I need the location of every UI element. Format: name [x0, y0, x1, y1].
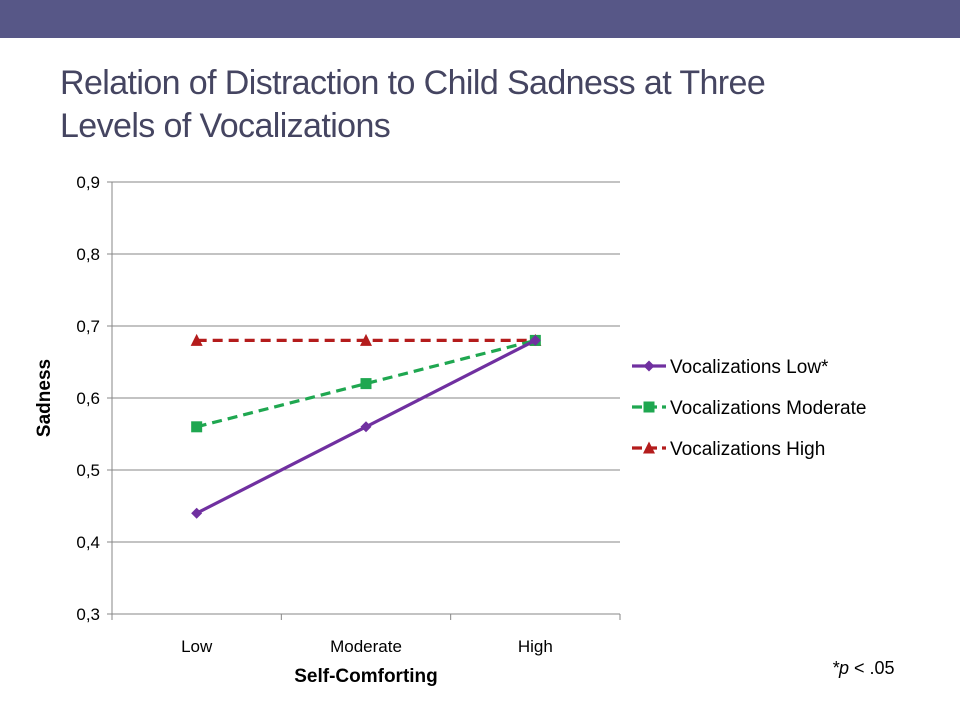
legend-marker-vocalizations-low: [643, 360, 655, 372]
y-axis-title: Sadness: [34, 359, 55, 437]
data-point-vocalizations-high: [190, 333, 203, 346]
y-tick-label: 0,4: [76, 533, 100, 552]
x-tick-label: Moderate: [330, 637, 402, 656]
data-point-vocalizations-low: [360, 421, 372, 433]
slide-title: Relation of Distraction to Child Sadness…: [60, 62, 920, 148]
slide-title-line-2: Levels of Vocalizations: [60, 107, 391, 145]
data-point-vocalizations-moderate: [191, 421, 203, 433]
data-point-vocalizations-high: [360, 333, 372, 346]
data-point-vocalizations-low: [529, 334, 541, 346]
y-tick-label: 0,5: [76, 461, 100, 480]
slide-title-line-1: Relation of Distraction to Child Sadness…: [60, 64, 766, 102]
y-tick-label: 0,3: [76, 605, 100, 624]
footnote-threshold: < .05: [849, 658, 895, 678]
x-tick-label: Low: [181, 637, 213, 656]
data-point-vocalizations-moderate: [360, 378, 372, 390]
legend-label-vocalizations-high: Vocalizations High: [670, 439, 825, 460]
x-tick-label: High: [518, 637, 553, 656]
y-tick-label: 0,7: [76, 317, 100, 336]
legend-label-vocalizations-low: Vocalizations Low*: [670, 357, 829, 378]
significance-footnote: *p < .05: [832, 658, 895, 679]
legend-marker-vocalizations-high: [643, 441, 655, 454]
x-axis-title: Self-Comforting: [294, 666, 438, 687]
y-tick-label: 0,6: [76, 389, 100, 408]
data-point-vocalizations-low: [191, 507, 203, 519]
series-line-vocalizations-moderate: [196, 338, 536, 429]
top-accent-bar: [0, 0, 960, 38]
legend-marker-vocalizations-moderate: [643, 401, 655, 413]
y-tick-label: 0,9: [76, 173, 100, 192]
footnote-star-p: *p: [832, 658, 850, 678]
y-tick-label: 0,8: [76, 245, 100, 264]
legend-label-vocalizations-moderate: Vocalizations Moderate: [670, 398, 866, 419]
